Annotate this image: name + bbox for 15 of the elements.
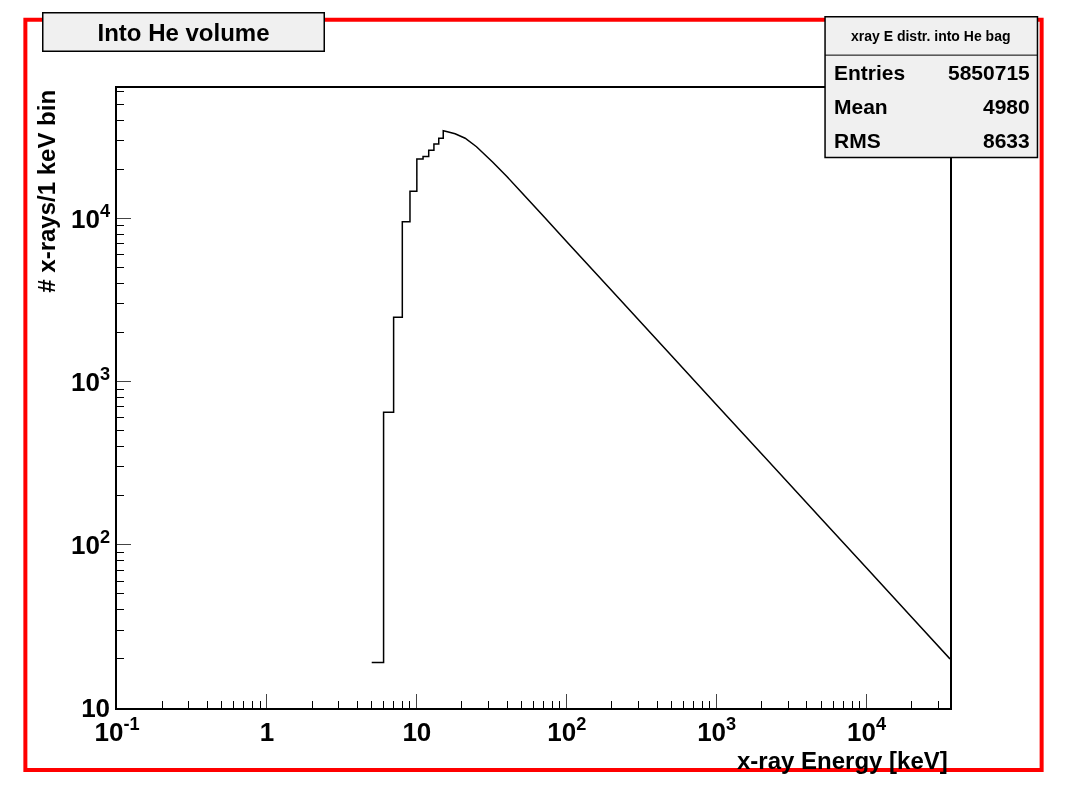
x-tick-label: 10$^{4}$ <box>847 714 887 747</box>
x-tick-label: 10 <box>402 716 432 747</box>
y-tick-label: 10$^{4}$ <box>71 200 111 234</box>
y-tick-label: 10$^{2}$ <box>71 526 111 560</box>
text: Entries 5850715 <box>834 61 1030 84</box>
text: Mean 4980 <box>834 95 1030 118</box>
x-tick-label: 10$^{2}$ <box>547 714 587 747</box>
text: xray E distr. into He bag <box>851 28 1011 44</box>
y-axis-title: # x-rays/1 keV bin <box>32 89 60 293</box>
x-tick-label: 10$^{3}$ <box>697 714 737 747</box>
y-tick-label: 10$^{3}$ <box>71 363 111 397</box>
x-tick-label: 1 <box>259 716 275 747</box>
chart-title: Into He volume <box>97 18 270 46</box>
x-axis-title: x-ray Energy [keV] <box>737 747 948 774</box>
text: RMS 8633 <box>834 129 1030 152</box>
